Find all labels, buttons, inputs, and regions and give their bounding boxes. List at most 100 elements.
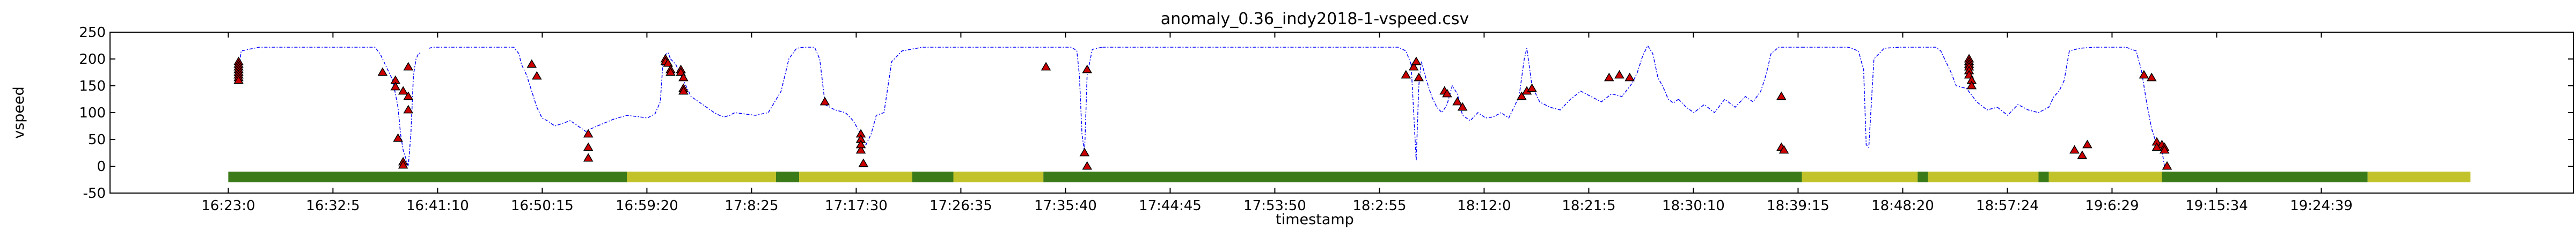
anomaly-marker (1527, 83, 1537, 92)
anomaly-layer (233, 54, 2172, 170)
x-tick-label: 17:26:35 (930, 198, 992, 214)
series-line-segment (1102, 47, 1412, 65)
anomaly-marker (1966, 80, 1977, 90)
anomaly-marker (1624, 72, 1635, 82)
anomaly-marker (678, 86, 689, 95)
anomaly-marker (1411, 56, 1422, 65)
x-tick-label: 19:24:39 (2290, 198, 2353, 214)
y-axis-label: vspeed (11, 86, 27, 139)
x-tick-label: 19:6:29 (2085, 198, 2139, 214)
x-tick-label: 17:8:25 (724, 198, 778, 214)
anomaly-marker (1041, 62, 1051, 71)
anomaly-marker (2159, 145, 2170, 154)
anomaly-marker (233, 75, 244, 84)
series-line-segment (428, 47, 538, 108)
anomaly-marker (583, 142, 594, 151)
band-segment (2048, 172, 2162, 182)
anomaly-marker (583, 129, 594, 138)
x-tick-label: 18:2:55 (1352, 198, 1406, 214)
y-tick-label: 150 (79, 78, 106, 94)
band-segment (799, 172, 912, 182)
anomaly-marker (1079, 147, 1090, 157)
band-segment (1928, 172, 2039, 182)
band-segment (2367, 172, 2471, 182)
anomaly-marker (1408, 62, 1419, 71)
x-axis: 16:23:0 16:32:5 16:41:10 16:50:15 16:59:20 17… (201, 32, 2353, 214)
series-layer (238, 45, 2165, 167)
band-segment (627, 172, 776, 182)
x-tick-label: 17:17:30 (825, 198, 888, 214)
y-tick-label: 200 (79, 51, 106, 68)
anomaly-marker (1082, 64, 1092, 73)
anomaly-marker (1604, 72, 1614, 82)
chart-title: anomaly_0.36_indy2018-1-vspeed.csv (1161, 10, 1469, 28)
series-line-segment (238, 47, 421, 167)
anomaly-marker (526, 59, 537, 68)
anomaly-marker (1082, 161, 1092, 170)
anomaly-marker (377, 67, 388, 76)
anomaly-marker (1776, 91, 1787, 100)
band-segment (775, 172, 800, 182)
band-segment (1043, 172, 1802, 182)
x-tick-label: 18:48:20 (1871, 198, 1934, 214)
anomaly-marker (858, 158, 869, 167)
anomaly-marker (678, 72, 689, 82)
anomaly-marker (2139, 70, 2149, 79)
y-tick-label: 100 (79, 105, 106, 121)
x-tick-label: 18:21:5 (1562, 198, 1615, 214)
band-segment (2162, 172, 2368, 182)
anomaly-marker (1517, 91, 1527, 100)
x-tick-label: 17:53:50 (1243, 198, 1306, 214)
anomaly-marker (2077, 150, 2088, 159)
band-segment (912, 172, 954, 182)
anomaly-marker (2082, 139, 2092, 149)
anomaly-marker (2069, 145, 2080, 154)
series-line-segment (670, 47, 825, 117)
x-tick-label: 16:59:20 (616, 198, 678, 214)
anomaly-marker (819, 97, 830, 106)
series-line-segment (1531, 45, 1679, 110)
band-segment (2038, 172, 2049, 182)
band-segment (228, 172, 627, 182)
anomaly-marker (2162, 161, 2172, 170)
series-line-segment (1802, 47, 1997, 149)
anomaly-marker (393, 133, 403, 142)
y-tick-label: 0 (97, 159, 106, 175)
plot-frame (109, 32, 2574, 194)
y-tick-label: 50 (88, 132, 106, 148)
anomaly-marker (1614, 70, 1624, 79)
y-axis: -50 0 50 100 150 200 250 (79, 25, 2573, 202)
anomaly-marker (403, 62, 414, 71)
series-line-segment (1410, 48, 1533, 161)
anomaly-marker (663, 58, 674, 67)
series-line-segment (1678, 47, 1802, 114)
anomaly-marker (398, 86, 408, 95)
x-tick-label: 18:12:0 (1457, 198, 1511, 214)
x-tick-label: 18:30:10 (1662, 198, 1725, 214)
anomaly-marker (1452, 97, 1462, 106)
x-tick-label: 18:39:15 (1767, 198, 1829, 214)
x-tick-label: 19:15:34 (2185, 198, 2248, 214)
y-tick-label: -50 (83, 186, 106, 202)
anomaly-marker (390, 82, 401, 91)
anomaly-marker (403, 105, 414, 114)
anomaly-marker (2146, 72, 2157, 82)
x-tick-label: 18:57:24 (1976, 198, 2039, 214)
x-tick-label: 16:23:0 (201, 198, 255, 214)
x-tick-label: 17:44:45 (1139, 198, 1202, 214)
anomaly-marker (403, 91, 414, 100)
y-tick-label: 250 (79, 25, 106, 41)
series-line-segment (536, 51, 671, 132)
x-tick-label: 16:41:10 (406, 198, 469, 214)
bands-layer (228, 172, 2471, 182)
x-tick-label: 16:32:5 (306, 198, 360, 214)
band-segment (953, 172, 1044, 182)
series-line-segment (824, 47, 1103, 153)
anomaly-marker (1779, 145, 1789, 154)
x-tick-label: 16:50:15 (511, 198, 574, 214)
anomaly-marker (1457, 102, 1468, 111)
anomaly-marker (1414, 72, 1424, 82)
anomaly-marker (532, 71, 542, 80)
